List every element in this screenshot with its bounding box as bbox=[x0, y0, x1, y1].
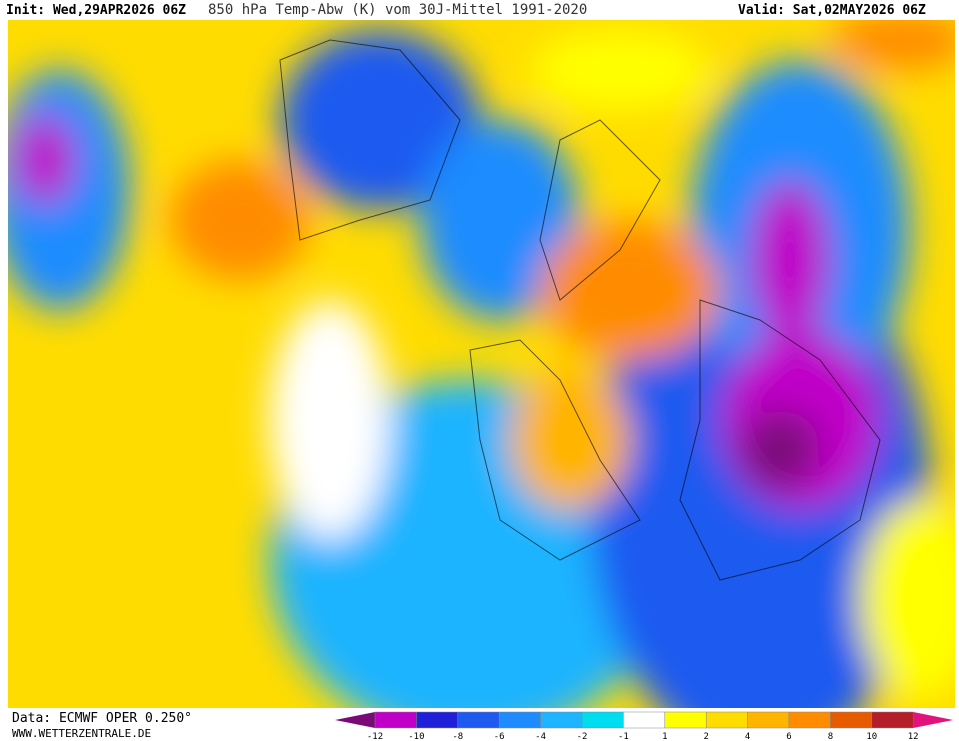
field-blobs bbox=[8, 20, 955, 708]
legend-swatch bbox=[747, 711, 790, 729]
legend-swatch bbox=[830, 711, 873, 729]
legend-swatch bbox=[457, 711, 500, 729]
legend-tick-label: -8 bbox=[452, 732, 463, 741]
legend-tick-label: -2 bbox=[577, 732, 588, 741]
coastlines bbox=[279, 39, 881, 581]
legend-tick-label: -12 bbox=[367, 732, 383, 741]
legend-swatch bbox=[664, 711, 707, 729]
legend-tick-label: 2 bbox=[703, 732, 708, 741]
legend-swatch bbox=[581, 711, 624, 729]
legend-tick-label: -6 bbox=[494, 732, 505, 741]
legend-tick-label: 6 bbox=[786, 732, 791, 741]
legend-swatch bbox=[416, 711, 459, 729]
map-title: 850 hPa Temp-Abw (K) vom 30J-Mittel 1991… bbox=[208, 2, 587, 18]
valid-time: Valid: Sat,02MAY2026 06Z bbox=[738, 3, 926, 18]
color-legend: -12 -10 -8 -6 -4 -2 -1 1 2 4 6 8 10 12 bbox=[335, 711, 954, 741]
legend-tick-label: 8 bbox=[828, 732, 833, 741]
legend-swatch bbox=[705, 711, 748, 729]
legend-tick-label: 1 bbox=[662, 732, 667, 741]
legend-tick-label: 12 bbox=[908, 732, 919, 741]
legend-tick-label: -4 bbox=[535, 732, 546, 741]
legend-swatch bbox=[788, 711, 831, 729]
legend-tick-label: 4 bbox=[745, 732, 750, 741]
anomaly-field bbox=[8, 20, 955, 708]
legend-arrow bbox=[913, 712, 954, 728]
legend-tick-label: 10 bbox=[866, 732, 877, 741]
site-url: WWW.WETTERZENTRALE.DE bbox=[12, 727, 151, 740]
data-source: Data: ECMWF OPER 0.250° bbox=[12, 711, 192, 726]
legend-tick-label: -10 bbox=[408, 732, 424, 741]
legend-arrow bbox=[335, 712, 375, 728]
legend-tick-label: -1 bbox=[618, 732, 629, 741]
legend-swatch bbox=[498, 711, 541, 729]
legend-swatch bbox=[374, 711, 417, 729]
init-time: Init: Wed,29APR2026 06Z bbox=[6, 3, 186, 18]
legend-swatch bbox=[871, 711, 914, 729]
legend-swatch bbox=[623, 711, 666, 729]
legend-swatch bbox=[540, 711, 583, 729]
